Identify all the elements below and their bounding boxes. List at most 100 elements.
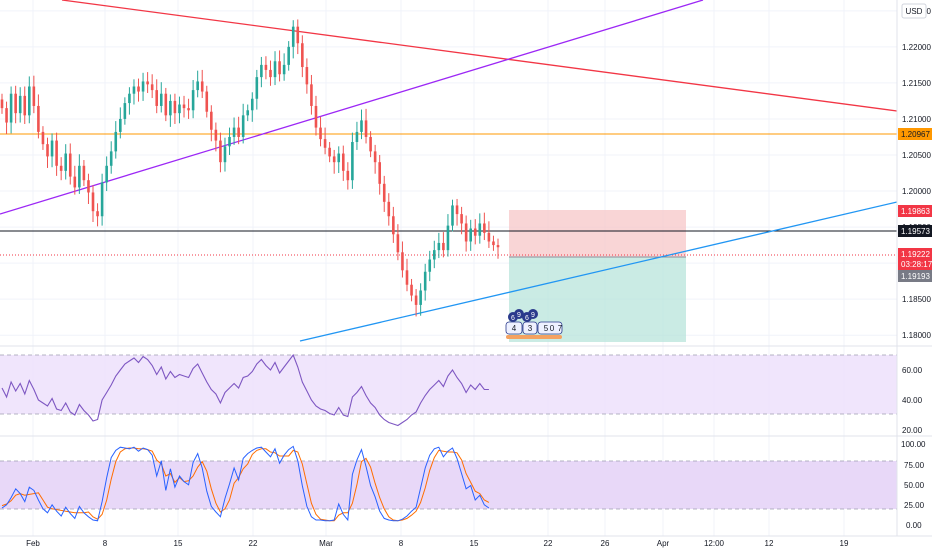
candle-body — [332, 156, 336, 163]
candle-body — [310, 84, 313, 106]
event-flag[interactable] — [537, 321, 563, 335]
candle-body — [392, 216, 395, 235]
candle-body — [137, 86, 140, 92]
candle-body — [119, 118, 122, 132]
time-axis-label: 12 — [765, 539, 774, 548]
purple-trendline[interactable] — [0, 0, 704, 215]
candle-body — [182, 104, 186, 109]
candle-body — [464, 223, 468, 242]
stoch-band — [0, 461, 897, 509]
event-flag[interactable] — [522, 321, 538, 335]
candle-body — [455, 205, 459, 215]
event-flag[interactable] — [505, 321, 523, 335]
price-tick-label: 1.18500 — [902, 295, 931, 304]
candle-body — [14, 93, 17, 114]
candle-body — [82, 165, 86, 181]
candle-body — [191, 90, 195, 111]
candle-body — [437, 242, 441, 251]
candle-body — [91, 192, 95, 212]
rsi-line — [1, 353, 489, 427]
candle-body — [473, 228, 477, 236]
event-badge-label: 6 — [525, 315, 529, 322]
candle-body — [487, 232, 491, 242]
event-badge-label: 7 — [558, 324, 563, 333]
current-price-tag[interactable] — [898, 248, 932, 270]
economic-events[interactable]: 6 9 6 9 4 3 5 0 7 — [505, 309, 563, 339]
red-trendline[interactable] — [61, 0, 898, 112]
candle-body — [469, 228, 472, 242]
candle-body — [364, 120, 368, 137]
time-axis[interactable]: Feb 8 15 22 Mar 8 15 22 26 Apr 12:00 12 … — [26, 539, 849, 548]
target-level-tag[interactable] — [898, 270, 932, 282]
event-icon[interactable] — [528, 309, 538, 319]
event-icon[interactable] — [514, 309, 524, 319]
time-axis-label: 26 — [601, 539, 610, 548]
rsi-scale-label: 20.00 — [902, 426, 923, 435]
orange-level-tag[interactable] — [898, 128, 932, 140]
stoch-k-line — [1, 445, 490, 522]
candle-body — [460, 214, 463, 224]
candle-body — [23, 95, 27, 116]
candle-body — [146, 81, 149, 85]
candle-body — [5, 108, 8, 123]
candle-body — [369, 136, 372, 152]
stop-loss-zone[interactable] — [509, 210, 686, 257]
rsi-band — [0, 355, 897, 414]
candle-body — [405, 270, 409, 285]
time-axis-label: 12:00 — [704, 539, 725, 548]
time-axis-label: 15 — [174, 539, 183, 548]
event-badge-label: 9 — [517, 312, 521, 319]
candle-body — [214, 129, 218, 141]
candle-body — [241, 115, 245, 137]
candlestick-series — [0, 19, 500, 317]
candle-body — [237, 127, 240, 137]
candle-body — [492, 241, 495, 246]
stoch-scale-label: 25.00 — [904, 501, 925, 510]
candle-body — [196, 81, 199, 91]
event-badge-label: 3 — [528, 324, 533, 333]
event-badge-label: 5 — [544, 324, 549, 333]
event-badge-label: 4 — [512, 324, 517, 333]
candle-body — [378, 162, 381, 184]
candle-body — [128, 93, 131, 104]
stop-level-tag[interactable] — [898, 205, 932, 217]
price-tick-label: 1.21000 — [902, 115, 931, 124]
price-scale[interactable]: 1.225001.220001.215001.210001.205001.200… — [902, 7, 931, 340]
time-axis-label: 22 — [544, 539, 553, 548]
candle-body — [105, 165, 108, 183]
price-tick-label: 1.22000 — [902, 43, 931, 52]
candle-body — [314, 105, 318, 128]
candle-body — [296, 26, 300, 44]
event-badge-label: 9 — [531, 312, 535, 319]
candle-body — [401, 252, 404, 271]
target-level-price: 1.19193 — [901, 272, 930, 281]
candle-body — [264, 64, 268, 70]
candle-body — [155, 90, 159, 106]
stoch-scale-label: 100.00 — [901, 440, 926, 449]
candle-body — [432, 250, 436, 260]
candle-body — [32, 86, 36, 106]
candle-body — [123, 103, 127, 119]
candle-body — [496, 245, 500, 248]
candle-body — [205, 91, 209, 112]
price-tick-label: 1.20000 — [902, 187, 931, 196]
candle-body — [269, 69, 272, 78]
candle-body — [483, 223, 486, 233]
stoch-scale-label: 75.00 — [904, 461, 925, 470]
currency-badge[interactable] — [901, 3, 927, 19]
time-axis-label: Apr — [657, 539, 670, 548]
candle-body — [100, 182, 104, 217]
blue-trendline[interactable] — [299, 201, 898, 342]
candle-body — [18, 95, 22, 114]
candle-body — [169, 100, 172, 116]
black-level-tag[interactable] — [898, 225, 932, 237]
stoch-scale-label: 0.00 — [906, 521, 922, 530]
candle-body — [414, 295, 418, 305]
candle-body — [446, 225, 450, 251]
orange-level-price: 1.20967 — [901, 130, 930, 139]
candle-body — [68, 153, 72, 177]
stop-level-price: 1.19863 — [901, 207, 930, 216]
stoch-d-line — [1, 447, 490, 522]
